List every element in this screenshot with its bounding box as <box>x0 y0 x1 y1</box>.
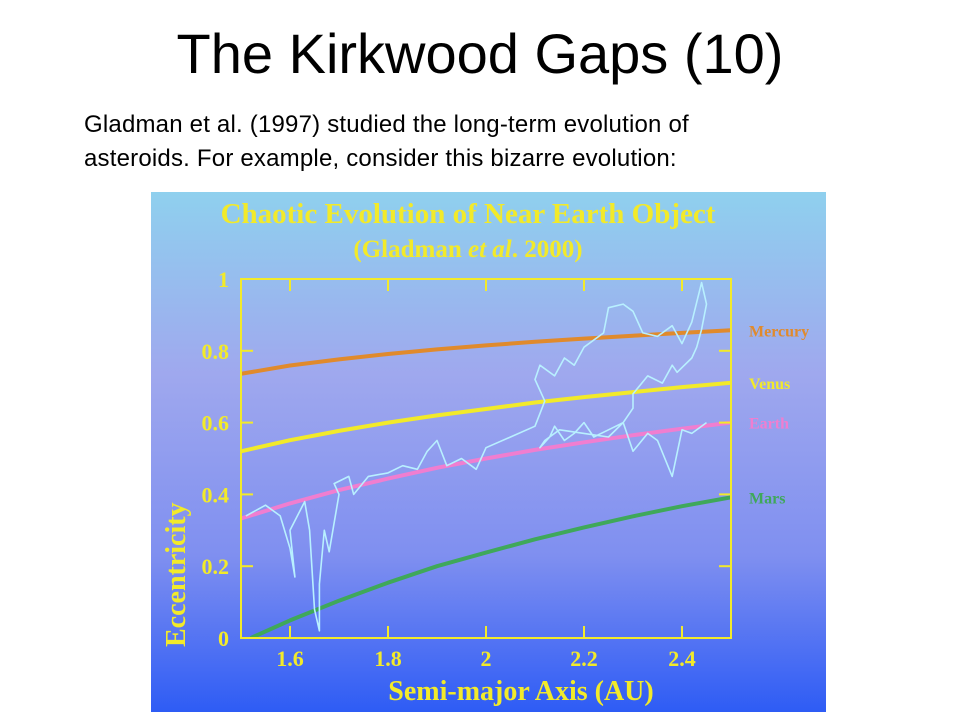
chart-subtitle-italic: et al <box>468 236 512 263</box>
chart-subtitle: (Gladman et al. 2000) <box>353 236 582 263</box>
axes: 1.6 1.8 2 2.2 2.4 0 0.2 0.4 0.6 0.8 1 <box>202 267 732 671</box>
series-labels: Mercury Venus Earth Mars <box>749 323 809 507</box>
y-tick-label: 0.4 <box>202 482 230 507</box>
y-axis-label: Eccentricity <box>161 502 192 647</box>
x-tick-label: 2.2 <box>570 646 598 671</box>
y-tick-label: 0.8 <box>202 339 230 364</box>
slide-title: The Kirkwood Gaps (10) <box>176 22 784 85</box>
y-tick-label: 0.6 <box>202 411 230 436</box>
series-label-mercury: Mercury <box>749 323 809 340</box>
slide-body-line-2: asteroids. For example, consider this bi… <box>84 145 677 172</box>
x-tick-label: 1.8 <box>374 646 402 671</box>
series-label-venus: Venus <box>749 376 790 393</box>
chart-figure: Chaotic Evolution of Near Earth Object (… <box>151 192 826 712</box>
trajectory-line <box>245 281 708 632</box>
slide-body-line-1: Gladman et al. (1997) studied the long-t… <box>84 111 689 138</box>
y-tick-label: 0 <box>218 626 229 651</box>
x-tick-label: 2.4 <box>668 646 696 671</box>
series-line-mars <box>249 495 731 638</box>
y-tick-label: 1 <box>218 267 229 292</box>
series-line-earth <box>241 420 731 521</box>
slide-body: Gladman et al. (1997) studied the long-t… <box>84 108 884 176</box>
series-label-mars: Mars <box>749 490 785 507</box>
chart-subtitle-suffix: . 2000) <box>512 236 583 263</box>
chart-background <box>151 192 826 712</box>
series-line-venus <box>241 380 731 454</box>
series-label-earth: Earth <box>749 416 789 433</box>
x-axis-label: Semi-major Axis (AU) <box>388 676 653 707</box>
x-tick-label: 2 <box>481 646 492 671</box>
y-tick-label: 0.2 <box>202 554 230 579</box>
x-tick-label: 1.6 <box>276 646 304 671</box>
chart-subtitle-prefix: (Gladman <box>353 236 468 263</box>
chart-title: Chaotic Evolution of Near Earth Object <box>221 198 716 230</box>
plot-area <box>241 281 731 638</box>
